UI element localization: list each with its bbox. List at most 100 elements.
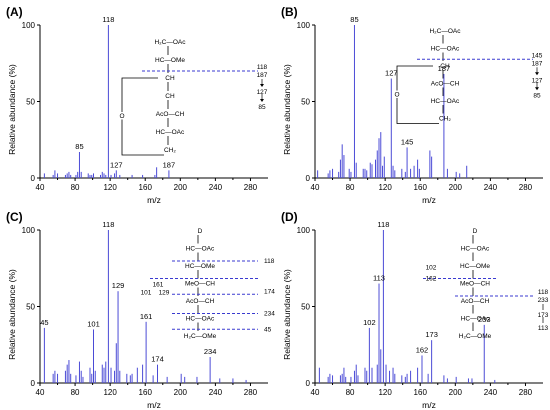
ring-bond [396, 65, 439, 124]
y-tick-label: 0 [306, 379, 311, 388]
panel-1: (A) 40 80 120 160 200 240 280 0 50 100 m/z Relative … [6, 5, 268, 205]
y-tick-label: 50 [26, 303, 35, 312]
fragment-label: 118 [538, 289, 549, 296]
x-tick-label: 40 [36, 183, 45, 192]
x-tick-label: 280 [519, 388, 533, 397]
y-tick-label: 50 [26, 98, 35, 107]
structure-line: CH₂ [164, 147, 176, 154]
y-tick-label: 100 [22, 21, 36, 30]
x-tick-label: 240 [484, 183, 498, 192]
x-tick-label: 200 [449, 388, 463, 397]
peak-label: 118 [102, 15, 114, 24]
fragment-label: 118 [257, 64, 268, 71]
peak-label: 127 [385, 69, 398, 78]
fragment-label: 127 [532, 77, 543, 84]
chemical-structure: H₂C—OAcHC—OAcCHAcO—CHHC—OAcCH₂O145187127… [393, 28, 543, 124]
panel-label: (C) [6, 210, 23, 224]
x-tick-label: 120 [378, 388, 392, 397]
structure-line: AcO—CH [461, 298, 490, 305]
peak-label: 45 [40, 318, 48, 327]
peak-label: 187 [438, 64, 451, 73]
y-axis-label: Relative abundance (%) [7, 269, 17, 360]
peak-label: 233 [478, 315, 491, 324]
panel-label: (B) [281, 5, 298, 19]
peak-label: 187 [163, 160, 176, 169]
peak-label: 85 [350, 15, 358, 24]
y-tick-label: 0 [31, 174, 36, 183]
structure-line: HC—OAc [431, 46, 460, 53]
y-tick-label: 100 [297, 226, 311, 235]
x-tick-label: 80 [346, 388, 355, 397]
peak-label: 127 [110, 160, 123, 169]
structure-line: D [198, 228, 203, 235]
fragment-label: 173 [538, 312, 549, 319]
fragment-label: 118 [264, 258, 275, 265]
structure-line: HC—OAc [186, 316, 215, 323]
y-axis-label: Relative abundance (%) [282, 269, 292, 360]
fragment-label: 101 [141, 290, 152, 297]
structure-line: AcO—CH [431, 81, 460, 88]
fragment-label: 187 [532, 60, 543, 67]
chemical-structure: D HC—OAc HC—OMe MeO—CH AcO—CH HC—OAc H₂C—OMe 16… [141, 228, 276, 340]
structure-line: HC—OMe [185, 263, 215, 270]
arrow-head [535, 72, 539, 76]
ring-oxygen: O [394, 91, 399, 98]
y-tick-label: 100 [297, 21, 311, 30]
structure-line: H₂C—OAc [429, 28, 461, 35]
fragment-label: 45 [264, 326, 272, 333]
fragment-label: 85 [533, 92, 541, 99]
x-axis-label: m/z [422, 195, 436, 205]
y-axis-label: Relative abundance (%) [282, 64, 292, 155]
fragment-label: 161 [153, 282, 164, 289]
x-tick-label: 280 [244, 388, 258, 397]
x-tick-label: 40 [311, 183, 320, 192]
panel-label: (D) [281, 210, 298, 224]
y-tick-label: 0 [306, 174, 311, 183]
peak-label: 101 [87, 319, 100, 328]
x-tick-label: 240 [484, 388, 498, 397]
x-tick-label: 160 [139, 388, 153, 397]
peak-label: 174 [151, 355, 164, 364]
peak-label: 173 [425, 330, 438, 339]
peak-label: 162 [416, 345, 429, 354]
peak-label: 145 [401, 137, 414, 146]
x-tick-label: 80 [71, 183, 80, 192]
panel-3: (C) 40 80 120 160 200 240 280 0 50 100 m/z Relative … [6, 210, 275, 410]
structure-line: H₂C—OAc [154, 39, 186, 46]
structure-line: H₂C—OMe [184, 333, 217, 340]
x-tick-label: 40 [311, 388, 320, 397]
fragment-label: 233 [538, 297, 549, 304]
arrow-head [535, 87, 539, 91]
x-tick-label: 160 [414, 183, 428, 192]
x-axis-label: m/z [422, 400, 436, 410]
y-tick-label: 100 [22, 226, 36, 235]
arrow-head [260, 84, 264, 87]
structure-line: AcO—CH [156, 111, 185, 118]
fragment-label: 174 [264, 288, 275, 295]
fragment-label: 127 [257, 89, 268, 96]
x-tick-label: 120 [378, 183, 392, 192]
x-tick-label: 280 [519, 183, 533, 192]
peak-label: 234 [204, 347, 217, 356]
structure-line: H₂C—OMe [459, 333, 492, 340]
peak-label: 118 [377, 220, 389, 229]
structure-line: CH [165, 93, 175, 100]
structure-line: HC—OAc [156, 129, 185, 136]
panel-2: (B) 40 80 120 160 200 240 280 0 50 100 m/z Relative … [281, 5, 543, 205]
structure-line: MeO—CH [460, 281, 490, 288]
fragment-label: 145 [532, 52, 543, 59]
x-tick-label: 120 [103, 183, 117, 192]
y-tick-label: 0 [31, 379, 36, 388]
peak-label: 102 [363, 318, 376, 327]
fragment-label: 102 [426, 265, 437, 272]
peak-label: 85 [75, 142, 83, 151]
panel-label: (A) [6, 5, 23, 19]
x-tick-label: 80 [346, 183, 355, 192]
structure-line: CH [440, 63, 450, 70]
panel-4: (D) 40 80 120 160 200 240 280 0 50 100 m/z Relative … [281, 210, 549, 410]
y-tick-label: 50 [301, 98, 310, 107]
ring-oxygen: O [119, 113, 124, 120]
x-tick-label: 200 [449, 183, 463, 192]
structure-line: HC—OAc [431, 98, 460, 105]
